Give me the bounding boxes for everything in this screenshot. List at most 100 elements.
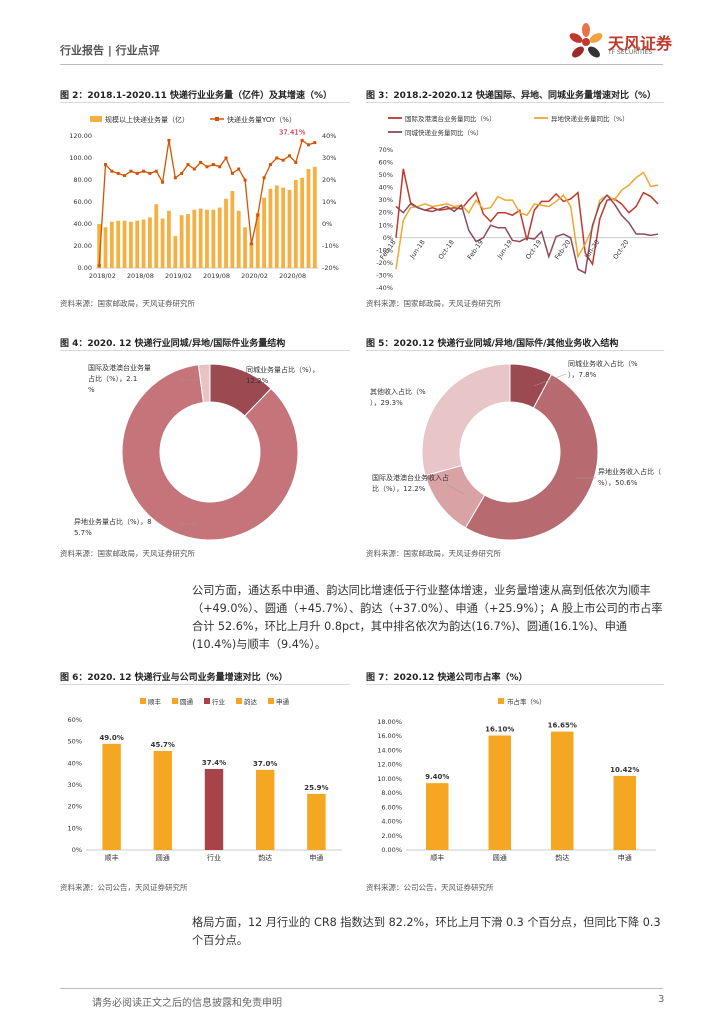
pie-label: 同城业务量占比（%）， 12.2%	[246, 365, 319, 385]
bar	[102, 743, 121, 850]
x-tick: Oct-20	[611, 238, 630, 260]
fig2-title: 图 2：2018.1-2020.11 快递行业业务量（亿件）及其增速（%）	[60, 88, 350, 103]
paragraph-company: 公司方面，通达系中申通、韵达同比增速低于行业整体增速，业务量增速从高到低依次为顺…	[192, 584, 663, 651]
bar	[154, 204, 159, 268]
legend-swatch	[140, 698, 146, 704]
y-left-tick: 80.00	[73, 176, 92, 184]
y-tick: 30%	[68, 781, 82, 789]
y-tick: -30%	[376, 271, 393, 279]
fig2-chart: 规模以上快递业务量（亿） 快递业务量YOY（%） 120.00 100.00 80.00…	[69, 115, 339, 280]
fig6-chart: 顺丰 圆通 行业 韵达 申通60%50%40%30%20%10%0%49.0%顺丰45.…	[68, 697, 342, 862]
bar-value-label: 45.7%	[151, 741, 175, 749]
y-tick: 8.00%	[381, 789, 402, 797]
bar	[236, 210, 241, 268]
y-tick: -10%	[376, 246, 393, 254]
yoy-point	[256, 213, 260, 217]
y-tick: 20%	[379, 209, 393, 217]
fig6-source: 资料来源：公司公告，天风证券研究所	[60, 883, 188, 892]
bar	[243, 227, 247, 268]
x-tick: Jun-18	[408, 238, 427, 260]
yoy-point	[218, 165, 222, 169]
yoy-point	[300, 138, 304, 142]
x-tick: 2019/08	[203, 272, 230, 280]
bar-value-label: 16.65%	[548, 722, 577, 730]
y-tick: 30%	[379, 196, 393, 204]
yoy-point	[161, 180, 165, 184]
fig3-title: 图 3：2018.2-2020.12 快递国际、异地、同城业务量增速对比（%）	[366, 88, 664, 103]
annotation-label: 37.41%	[279, 129, 306, 137]
legend-swatch-bar	[90, 116, 102, 122]
bar	[217, 207, 222, 268]
x-tick: 顺丰	[430, 853, 444, 862]
y-right-tick: 20%	[322, 176, 336, 184]
x-tick: Jun-19	[495, 238, 514, 260]
fig4-source: 资料来源：国家邮政局，天风证券研究所	[60, 549, 195, 558]
x-tick: 圆通	[493, 853, 507, 862]
legend-label: 行业	[212, 697, 226, 706]
bar-value-label: 49.0%	[99, 734, 123, 742]
x-tick: 圆通	[156, 853, 170, 862]
bar	[205, 209, 209, 268]
y-tick: 18.00%	[377, 718, 402, 726]
fig4-chart: 同城业务量占比（%）， 12.2% 异地业务量占比（%），8 5.7% 国际及港澳台业务…	[74, 363, 319, 541]
yoy-point	[243, 178, 247, 182]
logo-name: 天风证券	[608, 34, 673, 53]
yoy-point	[249, 242, 253, 246]
yoy-point	[275, 156, 279, 160]
yoy-point	[287, 154, 291, 158]
bar	[281, 187, 286, 268]
fig7-chart: 市占率（%） 18.00% 16.00% 14.00% 12.00% 10.00% 8.00…	[377, 697, 656, 862]
legend-swatch	[172, 698, 178, 704]
x-tick: Oct-18	[437, 238, 456, 260]
yoy-point	[199, 160, 203, 164]
y-right-tick: 30%	[322, 154, 336, 162]
yoy-point	[294, 160, 298, 164]
bar	[426, 783, 449, 850]
bar	[307, 793, 326, 850]
bar	[186, 214, 190, 268]
bar	[167, 210, 171, 268]
paragraph-cr8: 格局方面，12 月行业的 CR8 指数达到 82.2%，环比上月下滑 0.3 个…	[192, 916, 661, 947]
legend-label: 圆通	[180, 697, 194, 706]
leader-line	[533, 373, 567, 387]
y-left-tick: 40.00	[73, 220, 92, 228]
series-line	[395, 193, 659, 275]
y-tick: -20%	[376, 259, 393, 267]
yoy-point	[281, 158, 285, 162]
y-left-tick: 20.00	[73, 242, 92, 250]
y-tick: 10%	[68, 824, 82, 832]
y-left-tick: 0.00	[78, 264, 92, 272]
yoy-point	[173, 176, 177, 180]
y-tick: 10.00%	[377, 775, 402, 783]
x-tick: 2019/02	[165, 272, 192, 280]
bar	[306, 169, 311, 268]
y-tick: 40%	[379, 184, 393, 192]
bar	[287, 189, 292, 268]
bar-value-label: 37.0%	[253, 760, 277, 768]
bar	[198, 208, 203, 268]
fig4-title: 图 4：2020. 12 快递行业同城/异地/国际件业务量结构	[60, 336, 350, 351]
yoy-point	[230, 171, 234, 175]
y-tick: 50%	[379, 171, 393, 179]
y-tick: 0.00%	[381, 846, 402, 854]
yoy-point	[237, 167, 241, 171]
yoy-point	[167, 138, 171, 142]
yoy-point	[154, 169, 158, 173]
pie-label: 同城业务收入占比（%），7.8%	[568, 359, 638, 379]
bar	[173, 236, 178, 268]
y-tick: 40%	[68, 759, 82, 767]
legend-label: 韵达	[244, 697, 258, 706]
x-tick: 顺丰	[105, 853, 119, 862]
y-right-tick: -20%	[322, 264, 339, 272]
y-tick: 0%	[72, 846, 82, 854]
series-line	[395, 171, 659, 270]
bar-value-label: 25.9%	[304, 784, 328, 792]
fig3-source: 资料来源：国家邮政局，天风证券研究所	[366, 299, 501, 308]
y-tick: 10%	[379, 221, 393, 229]
yoy-point	[104, 163, 108, 167]
pie-slice	[464, 373, 599, 541]
bar	[192, 209, 197, 268]
legend-label: 市占率（%）	[507, 697, 546, 706]
y-tick: 60%	[68, 716, 82, 724]
bar-value-label: 37.4%	[202, 759, 226, 767]
